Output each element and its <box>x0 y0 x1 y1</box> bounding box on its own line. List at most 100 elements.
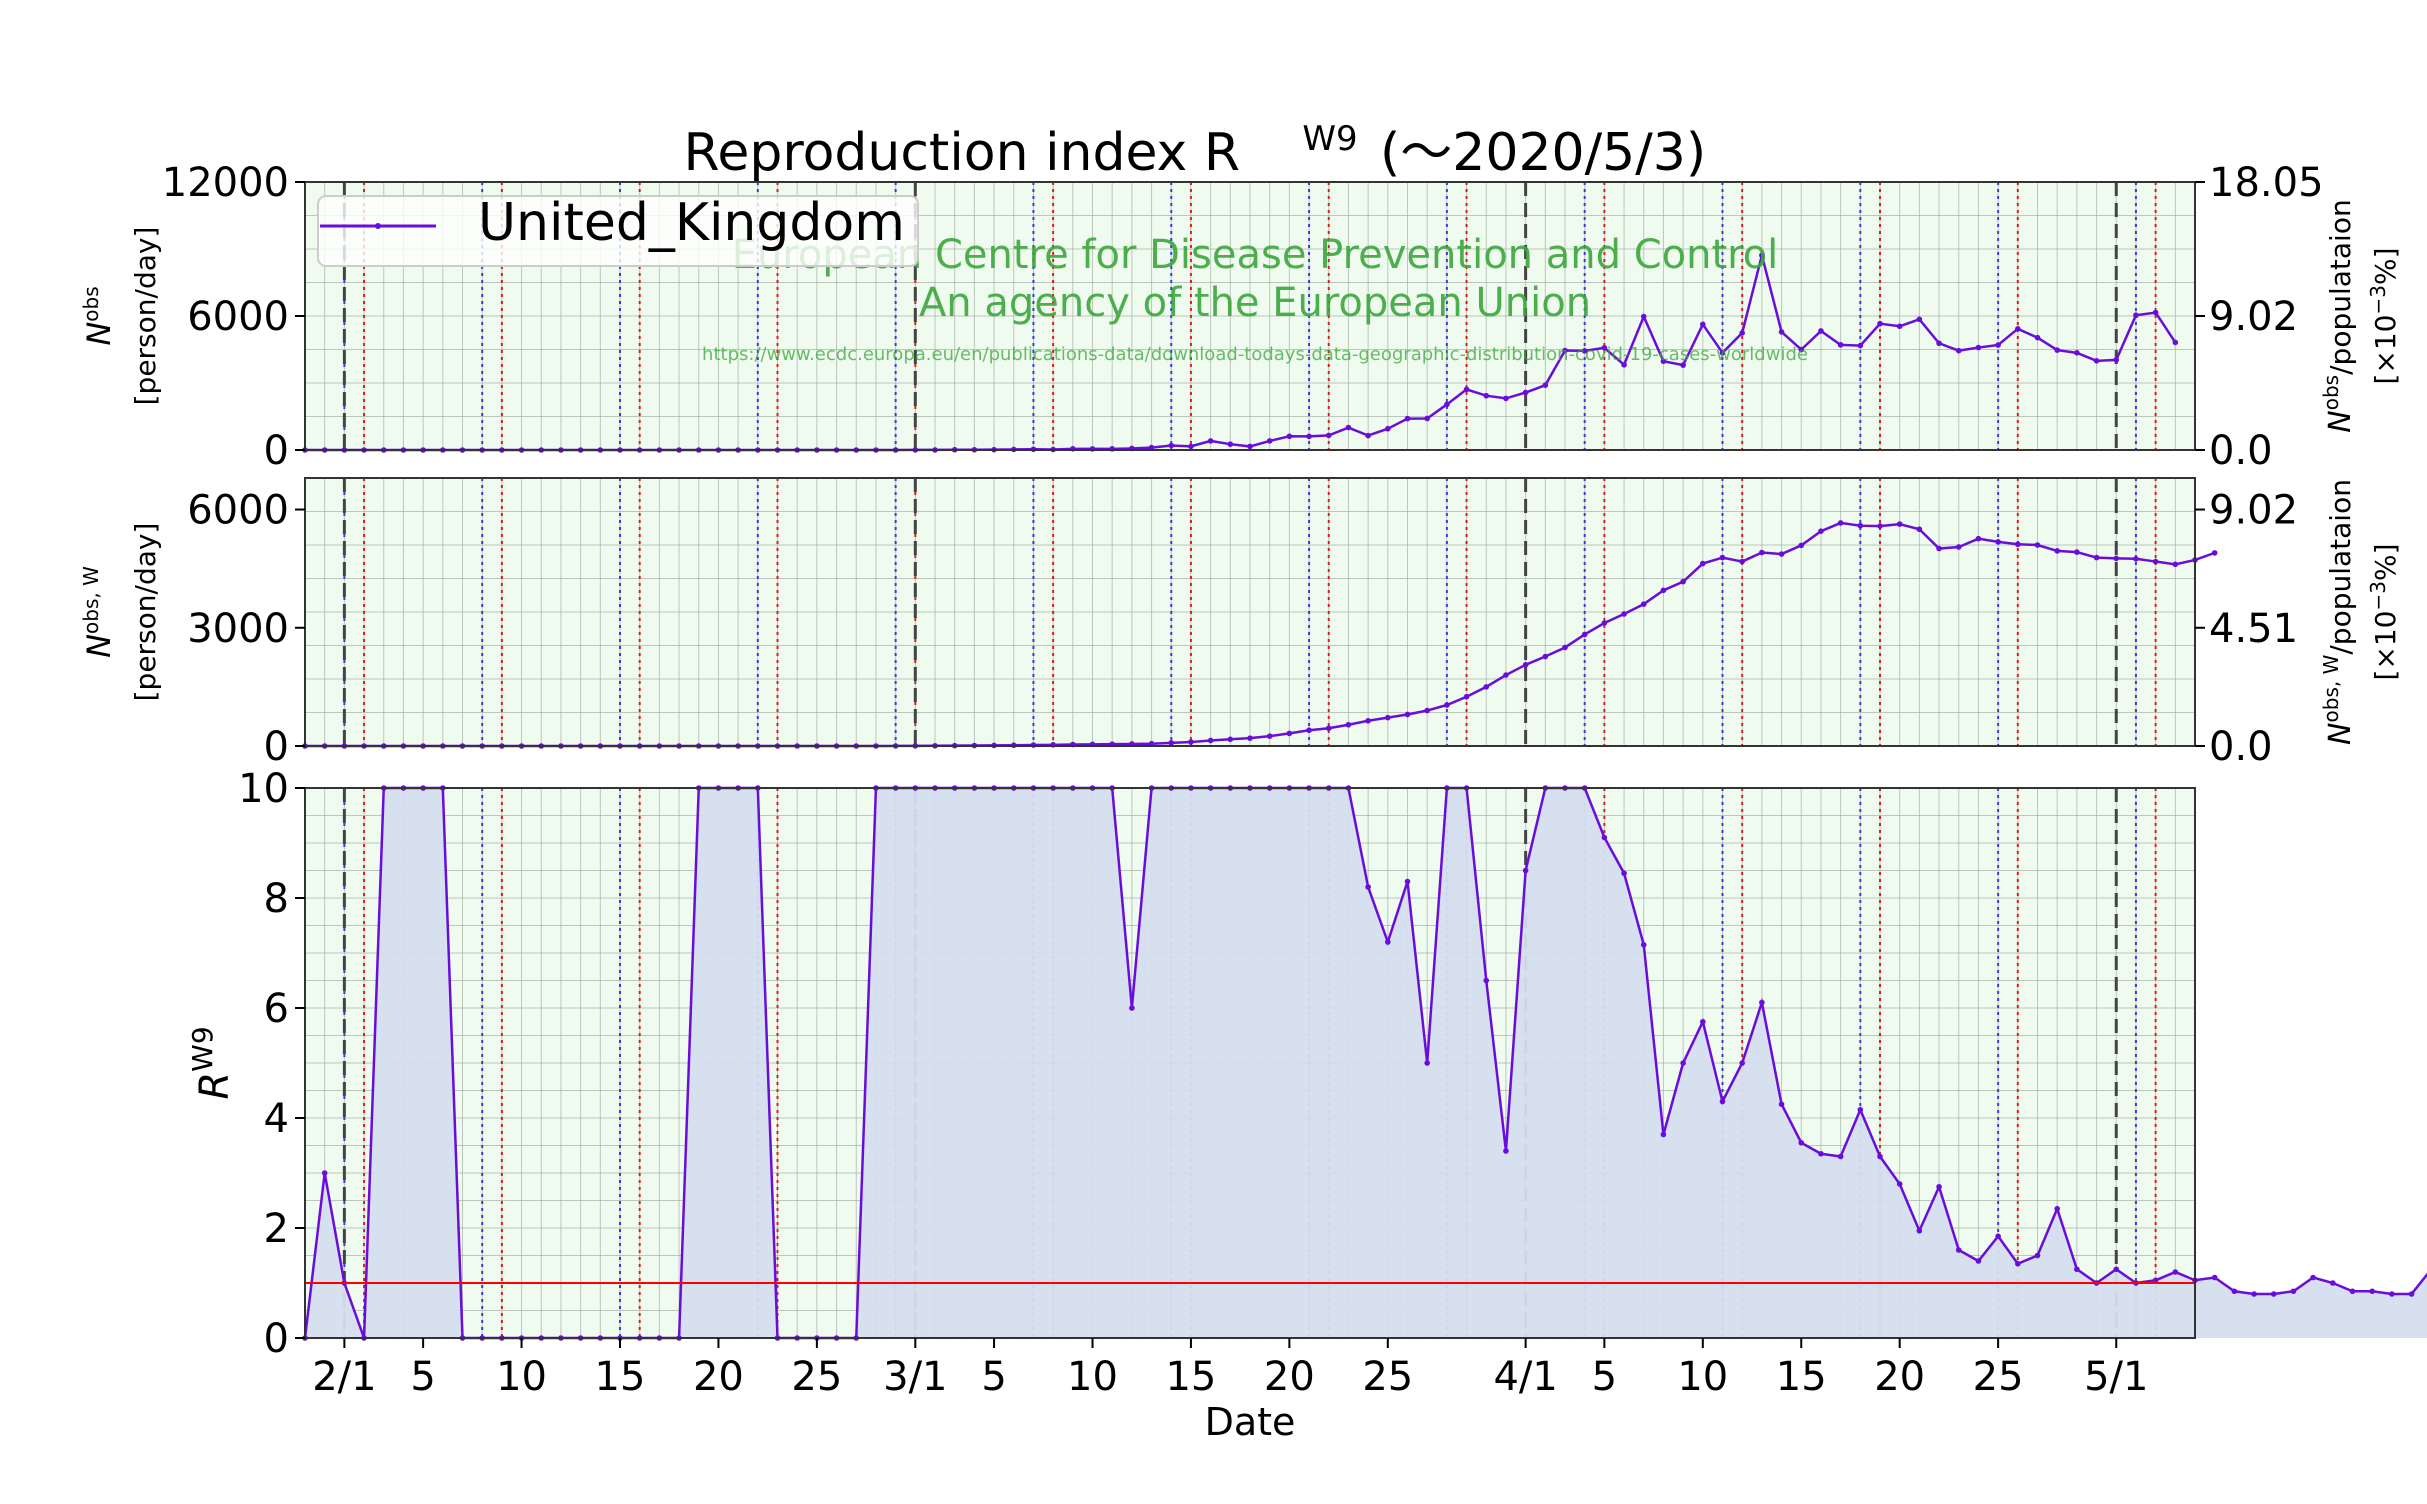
data-point <box>1483 684 1490 690</box>
data-point <box>1975 344 1982 351</box>
data-point <box>1188 443 1194 450</box>
data-point <box>1601 834 1608 841</box>
data-point <box>1995 342 2001 348</box>
data-point <box>1837 342 1844 348</box>
right-tick-label: 0.0 <box>2209 428 2273 474</box>
y-tick-label: 2 <box>264 1206 289 1252</box>
x-tick-label: 5 <box>981 1354 1006 1400</box>
data-point <box>1896 323 1903 330</box>
data-point <box>1975 1258 1982 1264</box>
plot-frame <box>304 477 2196 747</box>
data-point <box>2251 1291 2257 1297</box>
data-point <box>2408 1291 2415 1297</box>
panel-reproduction-index: 0 2 4 6 8 10 RW9 <box>186 766 2427 1362</box>
x-tick-label: 15 <box>1165 1354 1216 1400</box>
data-point <box>1385 714 1391 721</box>
y-axis-unit: [person/day] <box>129 523 162 702</box>
data-point <box>1444 401 1450 408</box>
data-point <box>1877 320 1883 327</box>
data-point <box>2369 1288 2375 1295</box>
data-point <box>1837 520 1844 526</box>
x-tick-label: 25 <box>791 1354 842 1400</box>
data-point <box>1306 433 1312 440</box>
data-point <box>2015 1260 2021 1267</box>
data-point <box>1581 348 1588 354</box>
right-axis-label: Nobs/populataion <box>2319 199 2358 432</box>
data-point <box>1739 1060 1745 1066</box>
x-tick-label: 25 <box>1973 1354 2024 1400</box>
chart-title-suffix: (～2020/5/3) <box>1380 123 1706 183</box>
data-point <box>1739 558 1745 565</box>
legend-box <box>317 195 919 267</box>
data-point <box>1247 443 1253 450</box>
data-point <box>1857 342 1864 349</box>
data-point <box>1621 361 1627 368</box>
data-point <box>1955 347 1962 354</box>
data-point <box>2093 358 2100 364</box>
data-point <box>1818 528 1824 535</box>
data-point <box>1345 424 1352 431</box>
x-axis-label: Date <box>1205 1400 1296 1444</box>
data-point <box>1778 1101 1785 1108</box>
x-tick-label: 2/1 <box>312 1354 376 1400</box>
data-point <box>2389 1291 2395 1297</box>
x-tick-label: 3/1 <box>883 1354 947 1400</box>
x-axis: 2/1 5 10 15 20 25 3/1 5 10 15 20 25 4/1 5 10 15 20 25 5/1 D… <box>312 1338 2148 1444</box>
data-point <box>1640 313 1647 320</box>
data-point <box>2113 1266 2120 1273</box>
data-point <box>1995 1233 2001 1240</box>
data-point <box>2231 1288 2238 1295</box>
y-axis-unit: [person/day] <box>129 227 162 406</box>
data-point <box>1955 544 1962 550</box>
data-point <box>1404 415 1411 422</box>
data-point <box>2054 548 2060 554</box>
data-point <box>1818 1150 1824 1157</box>
x-tick-label: 20 <box>693 1354 744 1400</box>
data-point <box>1818 328 1824 334</box>
data-point <box>1503 672 1509 678</box>
x-tick-label: 5 <box>410 1354 435 1400</box>
legend-label: United_Kingdom <box>478 193 905 253</box>
data-point <box>1975 535 1982 542</box>
data-point <box>2270 1291 2277 1297</box>
data-point <box>2349 1288 2356 1295</box>
x-tick-label: 10 <box>1677 1354 1728 1400</box>
data-point <box>1581 631 1588 638</box>
right-axis-unit: [×10−3%] <box>2366 543 2402 680</box>
data-point <box>1542 653 1549 660</box>
y-tick-label: 0 <box>264 428 289 474</box>
data-point <box>1404 878 1411 885</box>
data-point <box>1562 644 1568 651</box>
y-tick-label: 12000 <box>162 160 289 206</box>
data-point <box>1365 717 1371 724</box>
data-point <box>2034 1252 2041 1259</box>
data-point <box>1719 554 1726 561</box>
data-point <box>2074 549 2080 555</box>
data-point <box>1936 340 1942 347</box>
data-point <box>2152 309 2159 316</box>
data-point <box>1719 350 1726 356</box>
data-point <box>2113 357 2120 363</box>
data-point <box>2093 554 2100 561</box>
data-point <box>1680 1060 1686 1066</box>
right-tick-label: 4.51 <box>2209 606 2298 652</box>
legend: United_Kingdom <box>317 193 919 267</box>
data-point <box>1798 1139 1805 1146</box>
data-point <box>1936 545 1942 552</box>
data-point <box>1463 693 1470 700</box>
watermark-line2: An agency of the European Union <box>919 280 1591 326</box>
data-point <box>1168 740 1175 746</box>
data-point <box>1621 870 1627 877</box>
data-point <box>1365 432 1371 439</box>
y-tick-label: 0 <box>264 1316 289 1362</box>
data-point <box>1325 725 1332 732</box>
data-point <box>1601 344 1608 351</box>
x-tick-label: 20 <box>1264 1354 1315 1400</box>
data-point <box>1404 711 1411 718</box>
data-point <box>1325 432 1332 439</box>
chart-title: Reproduction index R <box>684 123 1240 183</box>
data-point <box>2015 541 2021 548</box>
data-point <box>1759 549 1765 556</box>
right-tick-label: 0.0 <box>2209 724 2273 770</box>
